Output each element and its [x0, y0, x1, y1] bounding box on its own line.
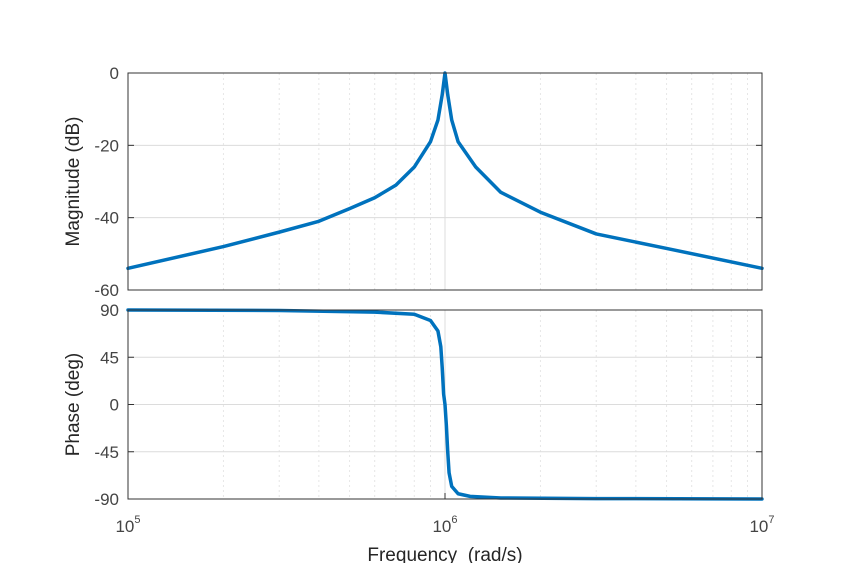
phase-curve [126, 308, 764, 501]
magnitude-y-tick-label: -60 [94, 281, 119, 300]
phase-grid [128, 310, 762, 499]
phase-series [126, 308, 764, 501]
phase-y-tick-label: 45 [100, 348, 119, 367]
magnitude-y-tick-label: -20 [94, 136, 119, 155]
x-tick-label: 105 [115, 514, 140, 536]
magnitude-axes-frame [127, 72, 763, 291]
magnitude-y-ticks: 0 -20 -40 -60 [94, 64, 762, 300]
magnitude-y-tick-label: 0 [110, 64, 119, 83]
magnitude-panel: 0 -20 -40 -60 Magnitude (dB) [63, 64, 764, 300]
x-tick-label: 106 [432, 514, 457, 536]
phase-y-tick-label: 90 [100, 301, 119, 320]
magnitude-grid [128, 73, 762, 290]
phase-axis-label: Phase (deg) [63, 353, 84, 457]
phase-y-tick-label: -45 [94, 443, 119, 462]
phase-y-tick-label: 0 [110, 396, 119, 415]
phase-y-tick-label: -90 [94, 490, 119, 509]
magnitude-axis-label: Magnitude (dB) [63, 117, 84, 247]
phase-y-ticks: 90 45 0 -45 -90 [94, 301, 762, 509]
magnitude-curve [126, 71, 764, 271]
x-tick-label: 107 [749, 514, 774, 536]
phase-panel: 90 45 0 -45 -90 105 106 107 Phase (deg) Freque… [63, 301, 775, 563]
frequency-axis-label: Frequency (rad/s) [367, 545, 522, 563]
magnitude-series [126, 71, 764, 271]
magnitude-y-tick-label: -40 [94, 209, 119, 228]
frequency-x-ticks: 105 106 107 [115, 493, 775, 536]
